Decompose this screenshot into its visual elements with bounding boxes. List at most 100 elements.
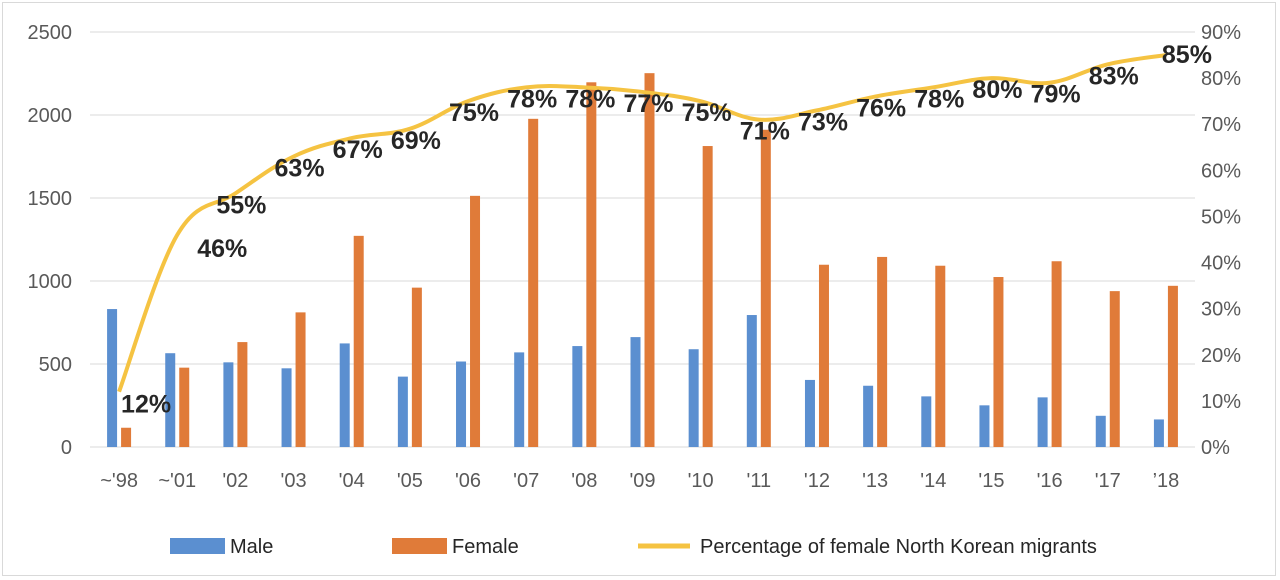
right-axis-tick: 50% <box>1201 206 1241 228</box>
bar-female <box>877 256 888 447</box>
bar-male <box>107 309 118 447</box>
x-axis-tick: '08 <box>571 470 597 492</box>
percentage-data-label: 79% <box>1031 81 1081 109</box>
bar-male <box>165 353 176 447</box>
bar-female <box>993 277 1004 447</box>
bar-female <box>702 146 713 448</box>
legend: Male Female Percentage of female North K… <box>170 536 1097 558</box>
bar-female <box>121 427 132 447</box>
bar-male <box>1153 419 1164 447</box>
x-axis-tick: '02 <box>222 470 248 492</box>
bar-female <box>411 287 422 447</box>
x-axis-tick: '17 <box>1095 470 1121 492</box>
right-axis-tick: 60% <box>1201 160 1241 182</box>
bar-female <box>353 235 364 447</box>
left-axis-tick: 0 <box>61 437 72 459</box>
x-axis-tick: '10 <box>688 470 714 492</box>
right-axis-tick: 10% <box>1201 391 1241 413</box>
bar-female <box>470 195 481 447</box>
percentage-data-label: 83% <box>1089 62 1139 90</box>
bar-male <box>804 379 815 447</box>
percentage-data-label: 73% <box>798 108 848 136</box>
bar-male <box>397 376 408 447</box>
right-axis-tick: 40% <box>1201 253 1241 275</box>
left-axis-tick: 2000 <box>28 105 73 127</box>
right-axis-tick: 30% <box>1201 299 1241 321</box>
x-axis-tick: '09 <box>629 470 655 492</box>
percentage-data-label: 78% <box>914 85 964 113</box>
percentage-data-label: 46% <box>197 235 247 263</box>
legend-label-percentage: Percentage of female North Korean migran… <box>700 536 1097 558</box>
bar-female <box>1167 285 1178 447</box>
percentage-data-label: 63% <box>275 155 325 183</box>
bar-female <box>1051 261 1062 447</box>
percentage-data-label: 67% <box>333 136 383 164</box>
x-axis-tick: '11 <box>747 470 772 492</box>
percentage-data-label: 55% <box>216 191 266 219</box>
percentage-data-label: 76% <box>856 95 906 123</box>
bar-female <box>179 367 190 447</box>
x-axis-tick: ~'98 <box>100 470 138 492</box>
bar-female <box>528 118 539 448</box>
bar-male <box>223 362 234 447</box>
bar-male <box>688 349 699 447</box>
bar-female <box>935 265 946 447</box>
legend-swatch-female <box>392 538 447 554</box>
bar-female <box>818 264 829 447</box>
bar-female <box>1109 291 1120 447</box>
x-axis-tick: '07 <box>513 470 539 492</box>
bar-male <box>746 315 757 447</box>
right-axis-tick: 70% <box>1201 114 1241 136</box>
percentage-data-label: 69% <box>391 127 441 155</box>
bar-female <box>237 342 248 447</box>
bar-male <box>1037 397 1048 447</box>
percentage-data-label: 78% <box>565 85 615 113</box>
left-axis-tick: 2500 <box>28 22 73 44</box>
bar-series <box>107 73 1178 448</box>
x-axis-tick: ’18 <box>1153 470 1180 492</box>
bar-female <box>586 82 597 447</box>
percentage-data-label: 85% <box>1162 41 1212 69</box>
gridlines <box>90 31 1195 448</box>
bar-female <box>295 312 306 447</box>
x-axis-tick: '12 <box>804 470 830 492</box>
legend-swatch-male <box>170 538 225 554</box>
bar-male <box>1095 415 1106 447</box>
left-axis-tick: 1000 <box>28 271 73 293</box>
bar-male <box>630 337 641 447</box>
data-labels: 12% 46% 55% 63% 67% 69% 75% 78% 78% 77% 75% 71% 73% 7… <box>121 41 1212 419</box>
x-axis-tick: '13 <box>862 470 888 492</box>
left-axis-tick: 1500 <box>28 188 73 210</box>
bar-male <box>514 352 525 447</box>
x-axis-tick: '03 <box>281 470 307 492</box>
x-axis-tick: '14 <box>920 470 946 492</box>
percentage-data-label: 75% <box>449 99 499 127</box>
percentage-data-label: 77% <box>623 90 673 118</box>
bar-male <box>921 396 932 447</box>
percentage-line-path <box>117 53 1167 393</box>
bar-male <box>339 343 350 447</box>
left-axis-tick: 500 <box>39 354 72 376</box>
x-axis-tick: '06 <box>455 470 481 492</box>
legend-label-male: Male <box>230 536 273 558</box>
bar-female <box>644 73 655 447</box>
x-axis-tick: '15 <box>978 470 1004 492</box>
right-axis-tick: 0% <box>1201 437 1230 459</box>
right-axis-tick: 20% <box>1201 345 1241 367</box>
percentage-data-label: 71% <box>740 118 790 146</box>
bar-male <box>456 361 467 447</box>
bar-male <box>281 368 292 447</box>
bar-male <box>572 346 583 447</box>
x-axis-tick: '16 <box>1037 470 1063 492</box>
percentage-data-label: 12% <box>121 391 171 419</box>
axis-ticks: 0 500 1000 1500 2000 2500 0% 10% 20% 30% 40% 50% 60%… <box>28 22 1242 492</box>
right-axis-tick: 90% <box>1201 22 1241 44</box>
bar-male <box>979 405 990 447</box>
legend-label-female: Female <box>452 536 519 558</box>
x-axis-tick: ~'01 <box>158 470 196 492</box>
right-axis-tick: 80% <box>1201 68 1241 90</box>
x-axis-tick: '05 <box>397 470 423 492</box>
percentage-line <box>117 53 1167 393</box>
percentage-data-label: 75% <box>682 99 732 127</box>
